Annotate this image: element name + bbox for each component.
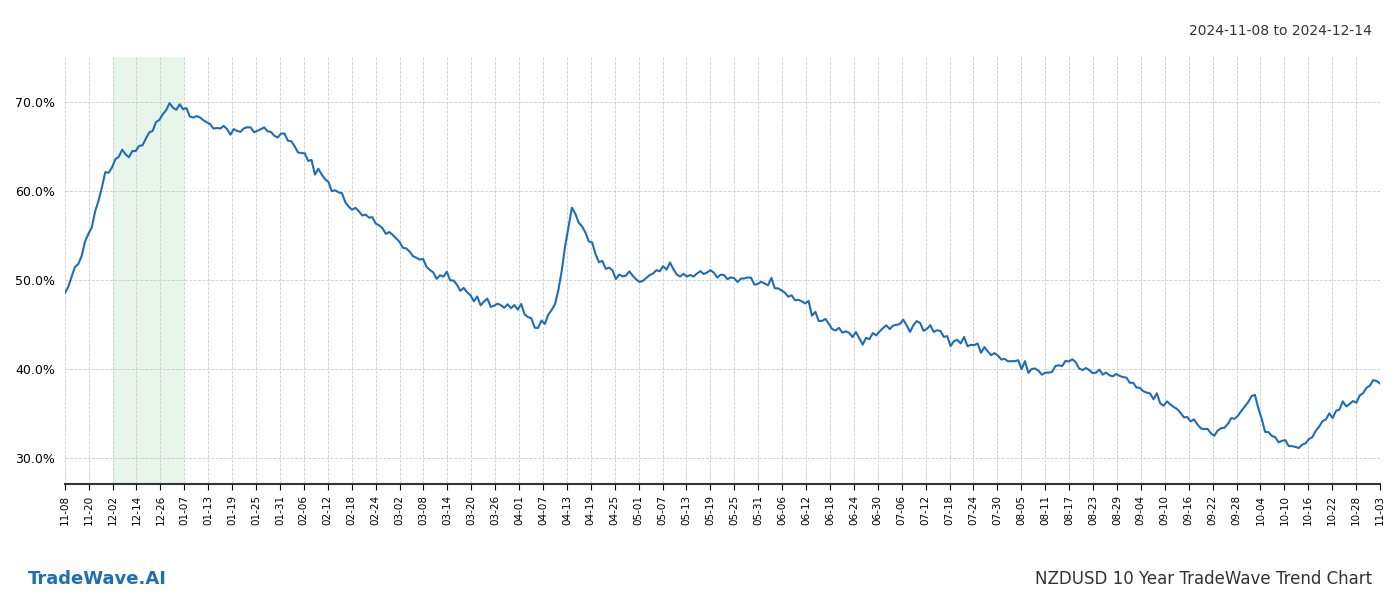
Bar xyxy=(112,57,185,484)
Text: NZDUSD 10 Year TradeWave Trend Chart: NZDUSD 10 Year TradeWave Trend Chart xyxy=(1035,570,1372,588)
Text: TradeWave.AI: TradeWave.AI xyxy=(28,570,167,588)
Text: 2024-11-08 to 2024-12-14: 2024-11-08 to 2024-12-14 xyxy=(1189,24,1372,38)
